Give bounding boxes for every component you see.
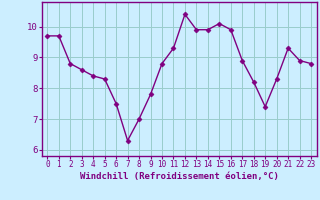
X-axis label: Windchill (Refroidissement éolien,°C): Windchill (Refroidissement éolien,°C) <box>80 172 279 181</box>
